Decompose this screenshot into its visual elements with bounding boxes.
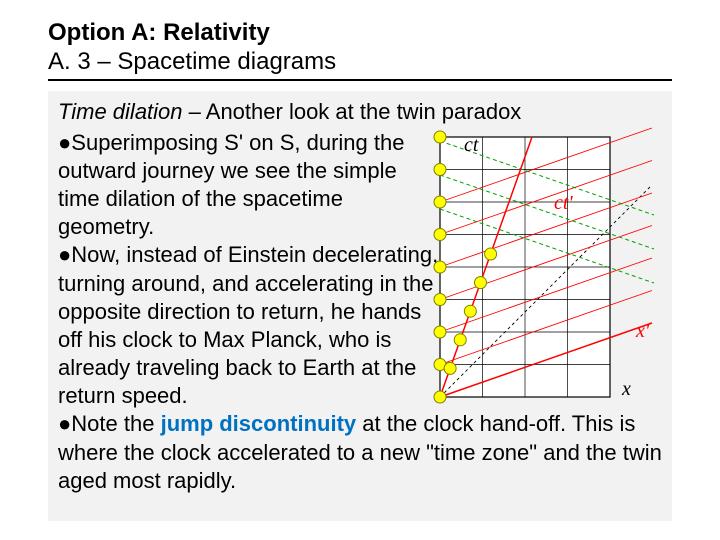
- slide: Option A: Relativity A. 3 – Spacetime di…: [0, 0, 720, 540]
- diagram-svg: ct x ct' x': [404, 127, 666, 427]
- bullet-icon: ●: [58, 411, 71, 436]
- spacetime-diagram: ct x ct' x': [404, 127, 666, 427]
- bullet-3a: Note the: [71, 411, 160, 436]
- svg-text:x: x: [621, 378, 631, 400]
- bullet-2: ●Now, instead of Einstein decelerating, …: [58, 241, 450, 410]
- svg-text:ct': ct': [554, 192, 573, 214]
- page-title: Option A: Relativity: [48, 18, 672, 48]
- svg-text:ct: ct: [464, 134, 479, 156]
- bullet-icon: ●: [58, 242, 71, 267]
- bullet-icon: ●: [58, 130, 71, 155]
- heading-italic: Time dilation: [58, 99, 183, 124]
- bullet-1-text: Superimposing S' on S, during the outwar…: [58, 130, 404, 239]
- section-heading: Time dilation – Another look at the twin…: [58, 99, 662, 125]
- bullet-1: ●Superimposing S' on S, during the outwa…: [58, 129, 408, 242]
- header: Option A: Relativity A. 3 – Spacetime di…: [48, 18, 672, 81]
- keyword-jump-discontinuity: jump discontinuity: [161, 411, 357, 436]
- content-panel: Time dilation – Another look at the twin…: [48, 91, 672, 521]
- heading-rest: – Another look at the twin paradox: [183, 99, 522, 124]
- page-subtitle: A. 3 – Spacetime diagrams: [48, 48, 672, 77]
- bullet-2-text: Now, instead of Einstein decelerating, t…: [58, 242, 438, 408]
- svg-text:x': x': [635, 320, 650, 342]
